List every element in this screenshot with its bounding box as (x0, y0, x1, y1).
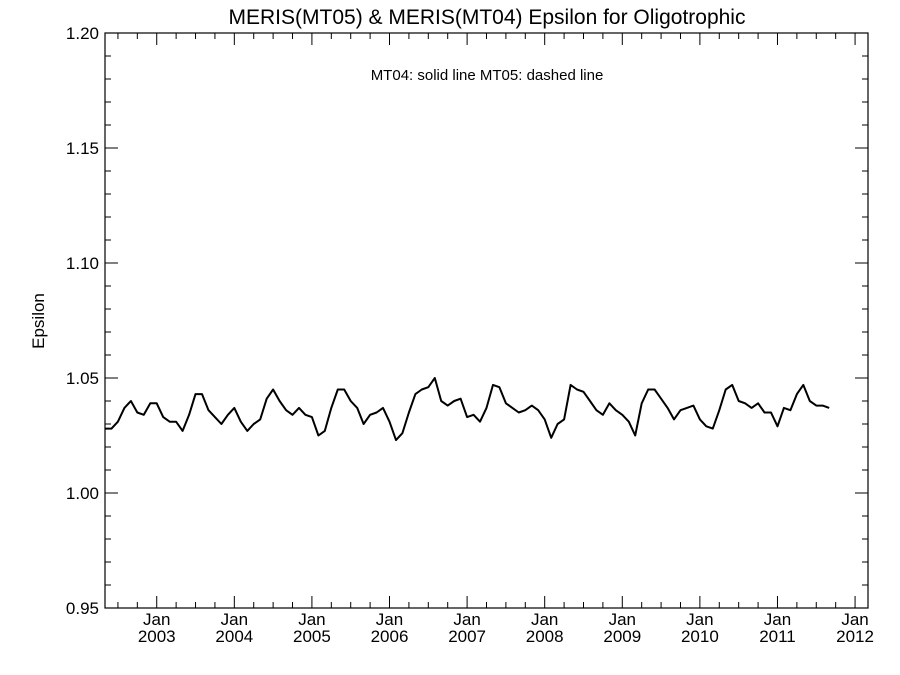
y-axis-label: Epsilon (29, 293, 48, 349)
x-tick-year: 2012 (836, 627, 874, 646)
axis-ticks (105, 32, 868, 609)
y-tick-label: 1.05 (66, 369, 99, 388)
x-tick-year: 2003 (138, 627, 176, 646)
x-tick-year: 2011 (759, 627, 796, 646)
x-tick-year: 2009 (603, 627, 641, 646)
x-tick-month: Jan (841, 610, 868, 629)
x-tick-labels: Jan2003Jan2004Jan2005Jan2006Jan2007Jan20… (138, 610, 874, 646)
x-tick-month: Jan (609, 610, 636, 629)
y-tick-label: 1.10 (66, 254, 99, 273)
x-tick-month: Jan (298, 610, 325, 629)
y-tick-labels: 0.95 1.00 1.05 1.10 1.15 1.20 (66, 24, 99, 618)
series-group (105, 377, 830, 442)
y-tick-label: 0.95 (66, 599, 99, 618)
y-tick-label: 1.00 (66, 484, 99, 503)
plot-frame (104, 32, 869, 609)
x-tick-month: Jan (764, 610, 791, 629)
chart-title: MERIS(MT05) & MERIS(MT04) Epsilon for Ol… (229, 6, 746, 29)
x-tick-year: 2008 (526, 627, 564, 646)
y-tick-label: 1.20 (66, 24, 99, 43)
x-tick-year: 2004 (215, 627, 253, 646)
x-tick-month: Jan (686, 610, 713, 629)
x-tick-year: 2007 (448, 627, 486, 646)
y-tick-label: 1.15 (66, 139, 99, 158)
x-tick-year: 2005 (293, 627, 331, 646)
x-tick-month: Jan (453, 610, 480, 629)
x-tick-year: 2010 (681, 627, 719, 646)
x-tick-month: Jan (376, 610, 403, 629)
x-tick-month: Jan (531, 610, 558, 629)
line-style-annotation: MT04: solid line MT05: dashed line (371, 67, 604, 84)
x-tick-year: 2006 (371, 627, 409, 646)
x-tick-month: Jan (143, 610, 170, 629)
series-line-solid (105, 377, 830, 442)
x-tick-month: Jan (221, 610, 248, 629)
